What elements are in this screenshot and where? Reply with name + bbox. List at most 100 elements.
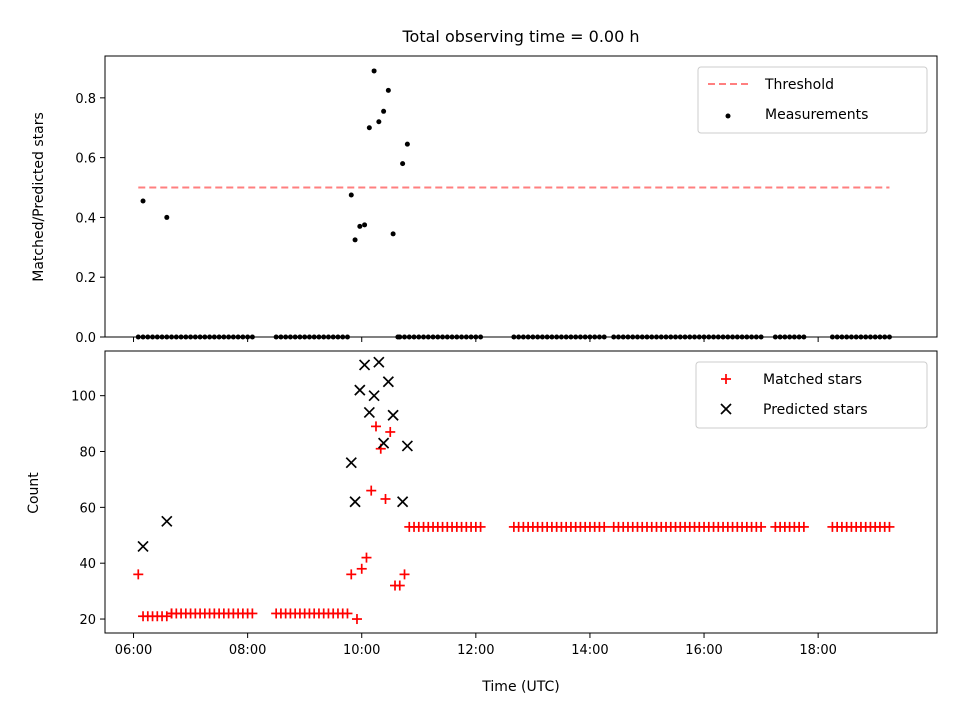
measurement-point <box>544 334 550 340</box>
measurement-point <box>649 334 655 340</box>
measurement-point <box>140 334 146 340</box>
matched-star-point <box>247 608 258 619</box>
measurement-point <box>516 334 522 340</box>
measurement-point <box>478 334 484 340</box>
measurement-point <box>340 334 346 340</box>
measurement-point <box>454 334 460 340</box>
measurement-point <box>677 334 683 340</box>
measurement-point <box>853 334 859 340</box>
legend-box <box>697 66 928 134</box>
measurement-point <box>573 334 579 340</box>
matched-star-point <box>475 521 486 532</box>
measurement-point <box>226 334 232 340</box>
measurement-point <box>582 334 588 340</box>
measurement-point <box>235 334 241 340</box>
measurement-point <box>658 334 664 340</box>
matched-star-point <box>399 569 410 580</box>
measurement-point <box>449 334 455 340</box>
measurement-point <box>753 334 759 340</box>
measurement-point <box>834 334 840 340</box>
matched-star-point <box>385 426 396 437</box>
measurement-point <box>440 334 446 340</box>
predicted-star-point <box>378 437 390 449</box>
measurement-point <box>791 334 797 340</box>
measurement-point <box>473 334 479 340</box>
measurement-point <box>430 334 436 340</box>
predicted-star-point <box>387 409 399 421</box>
measurement-point <box>381 108 387 114</box>
measurement-point <box>154 334 160 340</box>
measurement-point <box>587 334 593 340</box>
measurement-point <box>886 334 892 340</box>
legend-predicted-swatch <box>720 403 732 415</box>
matched-star-point <box>133 569 144 580</box>
measurement-point <box>249 334 255 340</box>
measurement-point <box>283 334 289 340</box>
measurement-point <box>344 334 350 340</box>
measurement-point <box>164 214 170 220</box>
measurement-point <box>863 334 869 340</box>
measurement-point <box>366 125 372 131</box>
measurement-point <box>568 334 574 340</box>
measurement-point <box>720 334 726 340</box>
measurement-point <box>539 334 545 340</box>
measurement-point <box>696 334 702 340</box>
measurement-point <box>668 334 674 340</box>
bottom-y-axis-label: Count <box>26 472 42 514</box>
measurement-point <box>829 334 835 340</box>
measurement-point <box>188 334 194 340</box>
measurement-point <box>207 334 213 340</box>
y-tick-label: 0.0 <box>75 331 96 346</box>
measurement-point <box>663 334 669 340</box>
measurement-point <box>611 334 617 340</box>
measurement-point <box>202 334 208 340</box>
x-tick-label: 08:00 <box>229 643 266 658</box>
measurement-point <box>592 334 598 340</box>
measurement-point <box>362 222 368 228</box>
measurement-point <box>406 334 412 340</box>
y-tick-label: 60 <box>79 501 96 516</box>
measurement-point <box>867 334 873 340</box>
predicted-star-point <box>401 440 413 452</box>
measurement-point <box>858 334 864 340</box>
predicted-star-point <box>363 406 375 419</box>
measurement-point <box>782 334 788 340</box>
matched-star-point <box>351 614 362 625</box>
measurement-point <box>673 334 679 340</box>
measurement-point <box>639 334 645 340</box>
matched-star-point <box>346 569 357 580</box>
measurement-point <box>615 334 621 340</box>
measurement-point <box>749 334 755 340</box>
measurement-point <box>530 334 536 340</box>
measurement-point <box>297 334 303 340</box>
measurement-point <box>777 334 783 340</box>
predicted-star-point <box>137 540 149 553</box>
measurement-point <box>240 334 246 340</box>
y-tick-label: 20 <box>79 613 96 628</box>
top-panel: 0.0 0.2 0.4 0.6 0.8 Threshold Measurements <box>75 55 938 346</box>
predicted-star-point <box>354 384 366 396</box>
measurement-point <box>625 334 631 340</box>
measurement-point <box>302 334 308 340</box>
measurement-point <box>872 334 878 340</box>
measurement-point <box>848 334 854 340</box>
measurement-point <box>164 334 170 340</box>
measurement-point <box>758 334 764 340</box>
measurement-point <box>558 334 564 340</box>
measurement-point <box>682 334 688 340</box>
measurement-point <box>435 334 441 340</box>
measurement-point <box>192 334 198 340</box>
x-tick-label: 10:00 <box>343 643 380 658</box>
measurement-point <box>711 334 717 340</box>
measurement-point <box>601 334 607 340</box>
measurement-point <box>739 334 745 340</box>
measurement-point <box>468 334 474 340</box>
bottom-panel: 06:00 08:00 10:00 12:00 14:00 16:00 18:00 20 40 6… <box>71 350 938 658</box>
measurement-point <box>444 334 450 340</box>
measurement-point <box>511 334 517 340</box>
legend-label: Predicted stars <box>763 402 868 418</box>
measurement-point <box>273 334 279 340</box>
x-axis-label: Time (UTC) <box>481 679 559 695</box>
matched-star-point <box>342 608 353 619</box>
